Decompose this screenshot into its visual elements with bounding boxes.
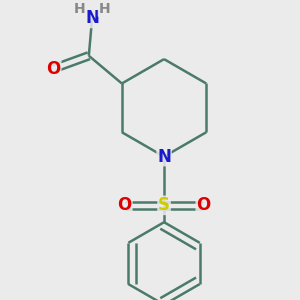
- Text: H: H: [74, 2, 86, 16]
- Text: S: S: [158, 196, 170, 214]
- Text: O: O: [118, 196, 132, 214]
- Text: O: O: [46, 60, 61, 78]
- Text: O: O: [196, 196, 211, 214]
- Text: H: H: [98, 2, 110, 16]
- Text: N: N: [85, 9, 99, 27]
- Text: N: N: [157, 148, 171, 166]
